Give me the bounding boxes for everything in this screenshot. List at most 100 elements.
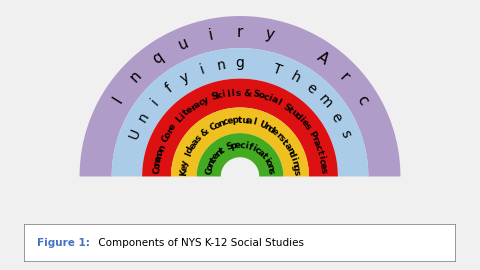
- Polygon shape: [197, 133, 283, 177]
- Text: p: p: [232, 116, 239, 125]
- Text: I: I: [110, 94, 125, 106]
- Text: t: t: [280, 138, 289, 147]
- Text: f: f: [163, 81, 175, 95]
- Text: e: e: [227, 116, 234, 126]
- Text: e: e: [303, 80, 319, 96]
- Text: m: m: [154, 151, 165, 162]
- Text: o: o: [213, 120, 222, 130]
- Text: i: i: [297, 116, 305, 124]
- Text: h: h: [288, 69, 302, 86]
- Text: r: r: [274, 131, 283, 140]
- Text: s: s: [291, 170, 300, 176]
- Text: a: a: [270, 95, 279, 106]
- Text: i: i: [267, 94, 273, 103]
- Text: T: T: [271, 62, 284, 78]
- Text: c: c: [253, 146, 263, 156]
- Text: Components of NYS K-12 Social Studies: Components of NYS K-12 Social Studies: [96, 238, 304, 248]
- Text: C: C: [208, 122, 218, 133]
- Text: d: d: [185, 145, 196, 155]
- Text: n: n: [135, 110, 152, 124]
- Text: S: S: [252, 90, 261, 100]
- Text: &: &: [199, 126, 211, 138]
- Text: a: a: [246, 116, 253, 126]
- Text: L: L: [174, 114, 184, 125]
- Text: o: o: [162, 130, 173, 140]
- Polygon shape: [171, 107, 309, 177]
- Text: C: C: [152, 167, 161, 174]
- Text: c: c: [239, 141, 245, 150]
- Text: y: y: [180, 159, 191, 167]
- Text: t: t: [209, 155, 219, 164]
- Text: r: r: [189, 102, 198, 112]
- Text: f: f: [247, 142, 253, 152]
- Text: r: r: [310, 135, 320, 143]
- Text: S: S: [225, 141, 234, 152]
- Text: n: n: [262, 122, 272, 133]
- Text: o: o: [155, 148, 166, 156]
- Text: l: l: [251, 117, 256, 127]
- FancyBboxPatch shape: [24, 224, 456, 262]
- Text: r: r: [237, 25, 243, 40]
- Text: g: g: [290, 164, 300, 172]
- Text: y: y: [178, 70, 192, 86]
- Polygon shape: [142, 79, 338, 177]
- Text: i: i: [178, 112, 187, 121]
- Text: r: r: [165, 126, 175, 135]
- Text: a: a: [282, 141, 293, 151]
- Text: s: s: [266, 168, 276, 174]
- Text: t: t: [238, 116, 242, 125]
- Text: y: y: [263, 27, 275, 43]
- Text: e: e: [318, 162, 328, 170]
- Text: i: i: [198, 63, 206, 77]
- Text: t: t: [315, 149, 325, 156]
- Text: c: c: [222, 117, 230, 127]
- Text: e: e: [328, 110, 345, 124]
- Text: d: d: [292, 111, 303, 122]
- Text: I: I: [183, 151, 193, 158]
- Text: i: i: [251, 144, 257, 153]
- Text: o: o: [152, 162, 162, 170]
- Text: e: e: [184, 105, 194, 116]
- Text: a: a: [190, 137, 201, 147]
- Text: p: p: [230, 141, 238, 151]
- Text: i: i: [149, 96, 162, 108]
- Text: &: &: [243, 89, 252, 98]
- Text: e: e: [168, 122, 179, 132]
- Text: i: i: [262, 156, 271, 163]
- Text: a: a: [192, 99, 202, 110]
- Text: t: t: [181, 108, 191, 118]
- Text: o: o: [205, 163, 216, 171]
- Text: e: e: [211, 151, 222, 161]
- Text: i: i: [221, 90, 226, 99]
- Text: S: S: [282, 102, 292, 113]
- Text: t: t: [218, 146, 227, 156]
- Text: K: K: [179, 169, 189, 176]
- Text: U: U: [258, 120, 268, 131]
- Text: C: C: [204, 167, 214, 175]
- Text: n: n: [217, 118, 226, 129]
- Polygon shape: [80, 16, 400, 177]
- Text: s: s: [319, 168, 328, 174]
- Text: n: n: [284, 145, 295, 155]
- Text: d: d: [286, 150, 297, 159]
- Text: i: i: [244, 141, 249, 151]
- Text: n: n: [214, 148, 225, 159]
- Text: n: n: [289, 159, 300, 167]
- Polygon shape: [112, 48, 368, 177]
- Text: e: e: [180, 164, 190, 172]
- Text: n: n: [206, 158, 217, 168]
- Text: n: n: [127, 68, 144, 86]
- Text: a: a: [256, 148, 266, 158]
- Text: m: m: [315, 92, 335, 111]
- Text: k: k: [215, 91, 223, 101]
- Text: u: u: [176, 35, 191, 53]
- Text: u: u: [241, 116, 248, 125]
- Text: Figure 1:: Figure 1:: [37, 238, 90, 248]
- Text: A: A: [314, 49, 331, 67]
- Text: i: i: [207, 27, 215, 43]
- Text: n: n: [216, 57, 227, 73]
- Text: n: n: [156, 143, 167, 152]
- Text: i: i: [288, 156, 298, 162]
- Text: c: c: [262, 92, 269, 102]
- Text: s: s: [193, 134, 204, 144]
